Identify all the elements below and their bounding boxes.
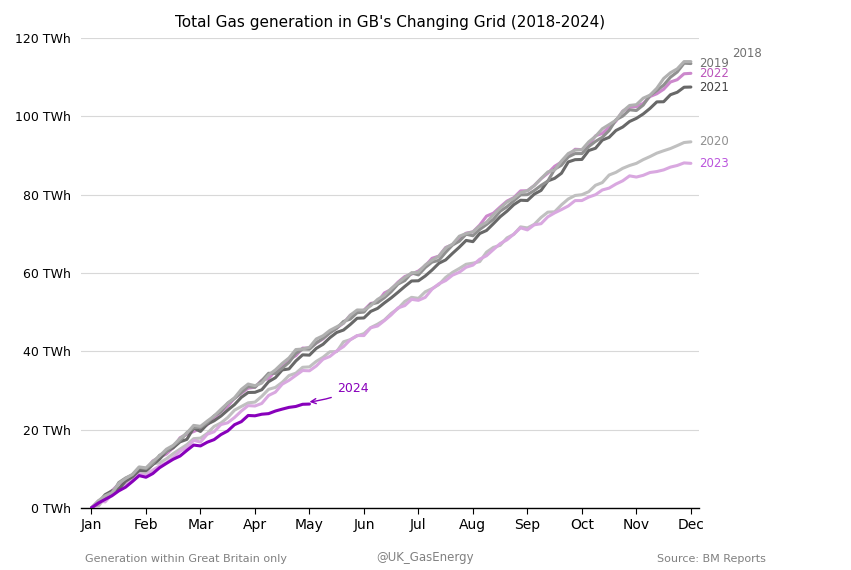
Text: 2023: 2023	[699, 157, 728, 170]
Text: Generation within Great Britain only: Generation within Great Britain only	[85, 554, 287, 564]
Text: 2020: 2020	[699, 135, 728, 148]
Text: 2018: 2018	[732, 47, 762, 60]
Text: 2022: 2022	[699, 67, 729, 80]
Title: Total Gas generation in GB's Changing Grid (2018-2024): Total Gas generation in GB's Changing Gr…	[174, 15, 605, 30]
Text: @UK_GasEnergy: @UK_GasEnergy	[377, 551, 474, 564]
Text: Source: BM Reports: Source: BM Reports	[657, 554, 766, 564]
Text: 2024: 2024	[311, 382, 368, 404]
Text: 2021: 2021	[699, 80, 729, 93]
Text: 2019: 2019	[699, 57, 729, 70]
